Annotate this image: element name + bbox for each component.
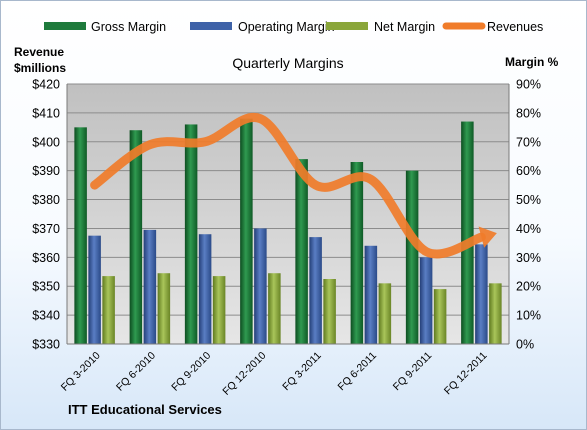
gross-margin-bar: [240, 118, 253, 345]
legend-label-operating: Operating Margin: [238, 20, 335, 34]
right-tick-label: 60%: [516, 164, 541, 178]
gross-margin-bar: [184, 124, 198, 344]
x-tick-label: FQ 12-2010: [220, 350, 268, 398]
gross-margin-bar: [129, 130, 143, 344]
net-margin-bar: [102, 276, 115, 344]
right-tick-label: 90%: [516, 78, 541, 92]
revenue-line: [90, 112, 486, 259]
legend-label-gross: Gross Margin: [91, 20, 166, 34]
operating-margin-bar: [254, 228, 267, 344]
legend: Gross Margin Operating Margin Net Margin…: [44, 20, 543, 34]
right-tick-label: 40%: [516, 222, 541, 236]
right-tick-label: 20%: [516, 280, 541, 294]
x-tick-label: FQ 3-2011: [280, 350, 324, 394]
x-tick-label: FQ 9-2010: [169, 350, 213, 394]
left-axis-title-line1: Revenue: [14, 45, 64, 59]
net-margin-bar: [323, 279, 336, 344]
company-name: ITT Educational Services: [68, 402, 222, 417]
right-tick-label: 70%: [516, 135, 541, 149]
left-tick-label: $390: [32, 164, 60, 178]
operating-margin-bar: [475, 244, 488, 344]
x-tick-label: FQ 9-2011: [391, 350, 435, 394]
left-tick-label: $330: [32, 338, 60, 352]
net-margin-bar: [157, 273, 171, 344]
x-tick-label: FQ 6-2010: [114, 350, 158, 394]
x-tick-label: FQ 3-2010: [59, 350, 103, 394]
net-margin-bar: [489, 283, 502, 344]
operating-margin-bar: [364, 245, 378, 344]
chart-title: Quarterly Margins: [232, 55, 343, 71]
right-tick-label: 80%: [516, 106, 541, 120]
net-margin-bar: [268, 273, 281, 344]
legend-label-revenues: Revenues: [487, 20, 543, 34]
net-margin-bar: [212, 276, 226, 344]
operating-margin-bar: [309, 237, 322, 344]
x-tick-label: FQ 12-2011: [442, 350, 490, 398]
x-tick-label: FQ 6-2011: [336, 350, 380, 394]
legend-swatch-net: [326, 22, 368, 30]
gross-margin-bar: [74, 127, 87, 344]
left-tick-label: $340: [32, 309, 60, 323]
right-tick-label: 50%: [516, 193, 541, 207]
gross-margin-bar: [350, 162, 364, 344]
bars-layer: [74, 118, 502, 345]
gross-margin-bar: [461, 121, 474, 344]
left-axis-title-line2: $millions: [14, 61, 66, 75]
operating-margin-bar: [419, 257, 433, 344]
left-tick-label: $360: [32, 251, 60, 265]
gross-margin-bar: [295, 159, 308, 344]
right-tick-label: 30%: [516, 251, 541, 265]
legend-label-net: Net Margin: [374, 20, 435, 34]
left-tick-label: $380: [32, 193, 60, 207]
legend-swatch-operating: [190, 22, 232, 30]
left-tick-label: $410: [32, 106, 60, 120]
operating-margin-bar: [143, 229, 157, 344]
gross-margin-bar: [405, 170, 419, 344]
revenue-arrow-head: [478, 226, 497, 248]
left-tick-label: $420: [32, 78, 60, 92]
right-tick-label: 10%: [516, 309, 541, 323]
operating-margin-bar: [198, 234, 212, 344]
net-margin-bar: [433, 289, 447, 344]
revenue-line-layer: [90, 112, 497, 259]
left-tick-label: $370: [32, 222, 60, 236]
left-tick-label: $400: [32, 135, 60, 149]
right-axis-title: Margin %: [505, 55, 559, 69]
right-tick-label: 0%: [516, 338, 534, 352]
operating-margin-bar: [88, 235, 101, 344]
left-tick-label: $350: [32, 280, 60, 294]
legend-swatch-gross: [44, 22, 86, 30]
net-margin-bar: [378, 283, 392, 344]
